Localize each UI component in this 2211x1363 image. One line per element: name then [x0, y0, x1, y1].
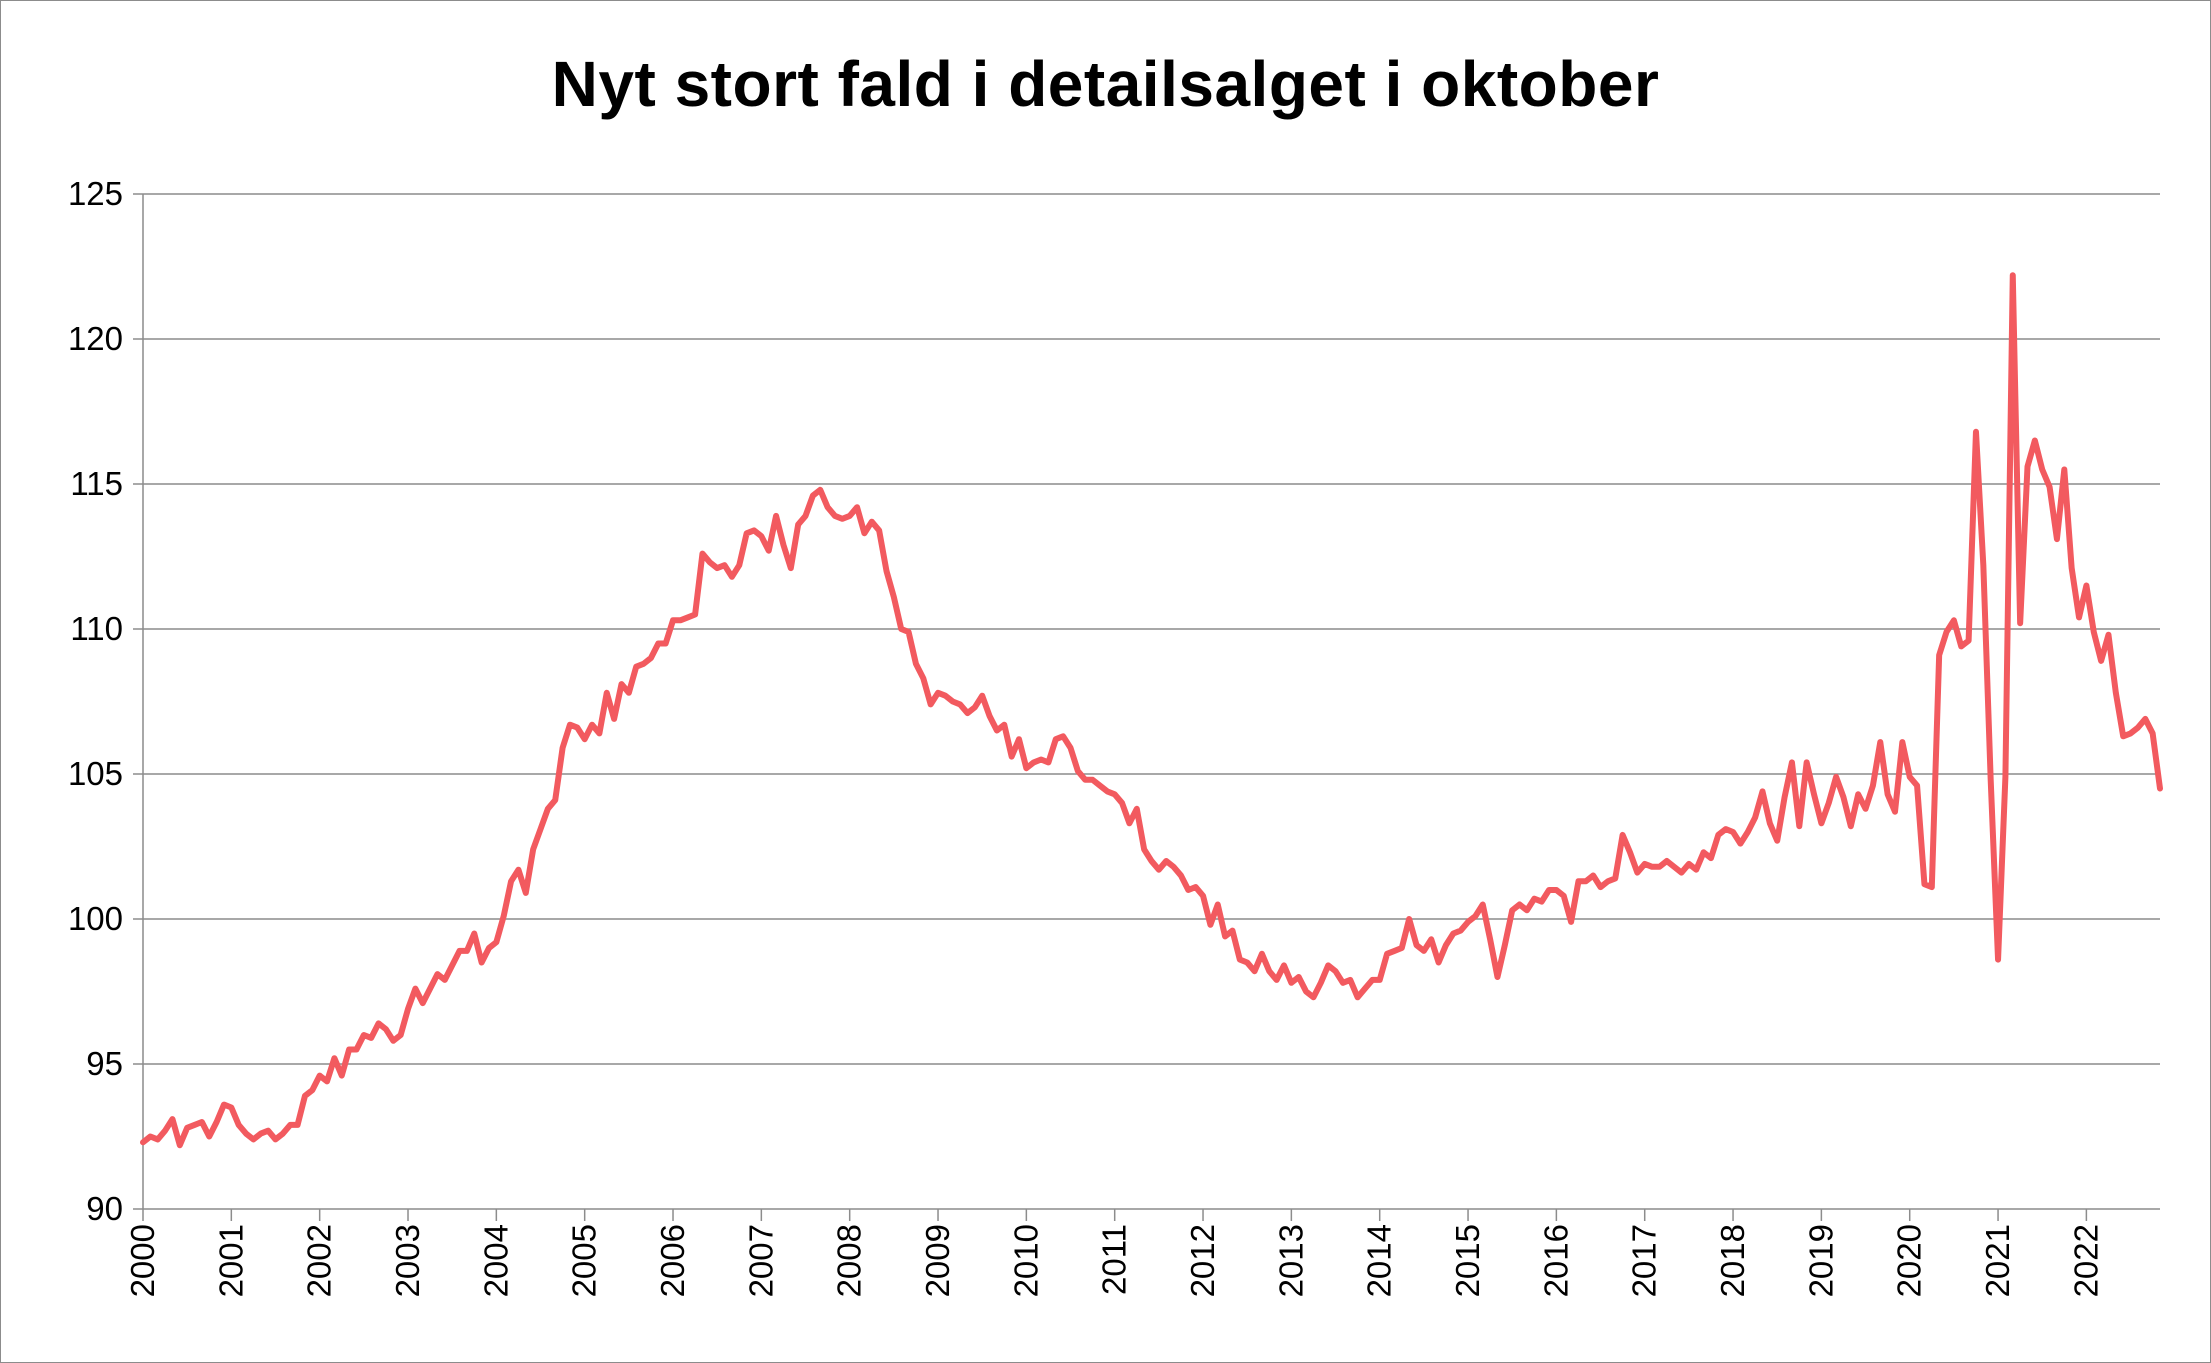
x-tick-label: 2017 [1626, 1224, 1663, 1297]
x-tick: 2006 [654, 1224, 691, 1297]
y-tick: 105 [68, 755, 123, 792]
y-tick: 115 [70, 465, 123, 502]
x-tick-label: 2002 [301, 1224, 338, 1297]
y-tick-label: 115 [70, 465, 123, 502]
axes [142, 194, 2160, 1210]
x-tick-label: 2000 [124, 1224, 161, 1297]
x-tick-label: 2001 [212, 1224, 249, 1297]
x-tick: 2002 [301, 1224, 338, 1297]
x-tick-label: 2013 [1272, 1224, 1309, 1297]
x-tick-label: 2007 [742, 1224, 779, 1297]
x-tick-label: 2020 [1891, 1224, 1928, 1297]
x-tick: 2004 [477, 1224, 514, 1297]
x-tick-label: 2009 [919, 1224, 956, 1297]
x-tick: 2003 [389, 1224, 426, 1297]
y-tick-label: 95 [86, 1045, 123, 1082]
y-tick: 110 [70, 610, 123, 647]
x-tick: 2022 [2067, 1224, 2104, 1297]
y-tick: 90 [86, 1190, 123, 1227]
x-tick-label: 2011 [1096, 1224, 1133, 1295]
x-tick: 2018 [1714, 1224, 1751, 1297]
x-tick-label: 2021 [1979, 1224, 2016, 1297]
x-tick: 2007 [742, 1224, 779, 1297]
x-tick: 2008 [831, 1224, 868, 1297]
x-tick: 2021 [1979, 1224, 2016, 1297]
x-axis-ticks: 2000 2001 2002 2003 2004 2005 2006 2007 2008 2009… [124, 1209, 2104, 1297]
series-line [140, 272, 2163, 1149]
x-tick: 2005 [566, 1224, 603, 1297]
x-tick-label: 2014 [1361, 1224, 1398, 1297]
x-tick-label: 2004 [477, 1224, 514, 1297]
x-tick: 2012 [1184, 1224, 1221, 1297]
x-tick: 2009 [919, 1224, 956, 1297]
x-tick: 2014 [1361, 1224, 1398, 1297]
x-tick: 2013 [1272, 1224, 1309, 1297]
chart-title: Nyt stort fald i detailsalget i oktober [551, 48, 1660, 120]
y-tick: 125 [68, 175, 123, 212]
y-tick-label: 90 [86, 1190, 123, 1227]
x-tick-label: 2003 [389, 1224, 426, 1297]
x-tick: 2015 [1449, 1224, 1486, 1297]
x-tick-label: 2018 [1714, 1224, 1751, 1297]
x-tick: 2000 [124, 1224, 161, 1297]
x-tick: 2001 [212, 1224, 249, 1297]
x-tick: 2011 [1096, 1224, 1133, 1295]
y-axis-ticks: 90 95 100 105 110 115 120 125 [68, 175, 143, 1227]
y-tick: 100 [68, 900, 123, 937]
x-tick-label: 2019 [1802, 1224, 1839, 1297]
x-tick: 2020 [1891, 1224, 1928, 1297]
y-tick-label: 105 [68, 755, 123, 792]
x-tick: 2016 [1537, 1224, 1574, 1297]
x-tick-label: 2006 [654, 1224, 691, 1297]
x-tick-label: 2012 [1184, 1224, 1221, 1297]
x-tick-label: 2015 [1449, 1224, 1486, 1297]
x-tick-label: 2010 [1007, 1224, 1044, 1297]
y-tick-label: 120 [68, 320, 123, 357]
grid-lines [143, 193, 2160, 1065]
series-layer [140, 272, 2163, 1149]
y-tick-label: 110 [70, 610, 123, 647]
x-tick-label: 2016 [1537, 1224, 1574, 1297]
x-tick-label: 2005 [566, 1224, 603, 1297]
x-tick-label: 2008 [831, 1224, 868, 1297]
y-tick: 95 [86, 1045, 123, 1082]
x-tick: 2010 [1007, 1224, 1044, 1297]
x-tick-label: 2022 [2067, 1224, 2104, 1297]
x-tick: 2017 [1626, 1224, 1663, 1297]
y-tick: 120 [68, 320, 123, 357]
y-tick-label: 125 [68, 175, 123, 212]
x-tick: 2019 [1802, 1224, 1839, 1297]
y-tick-label: 100 [68, 900, 123, 937]
